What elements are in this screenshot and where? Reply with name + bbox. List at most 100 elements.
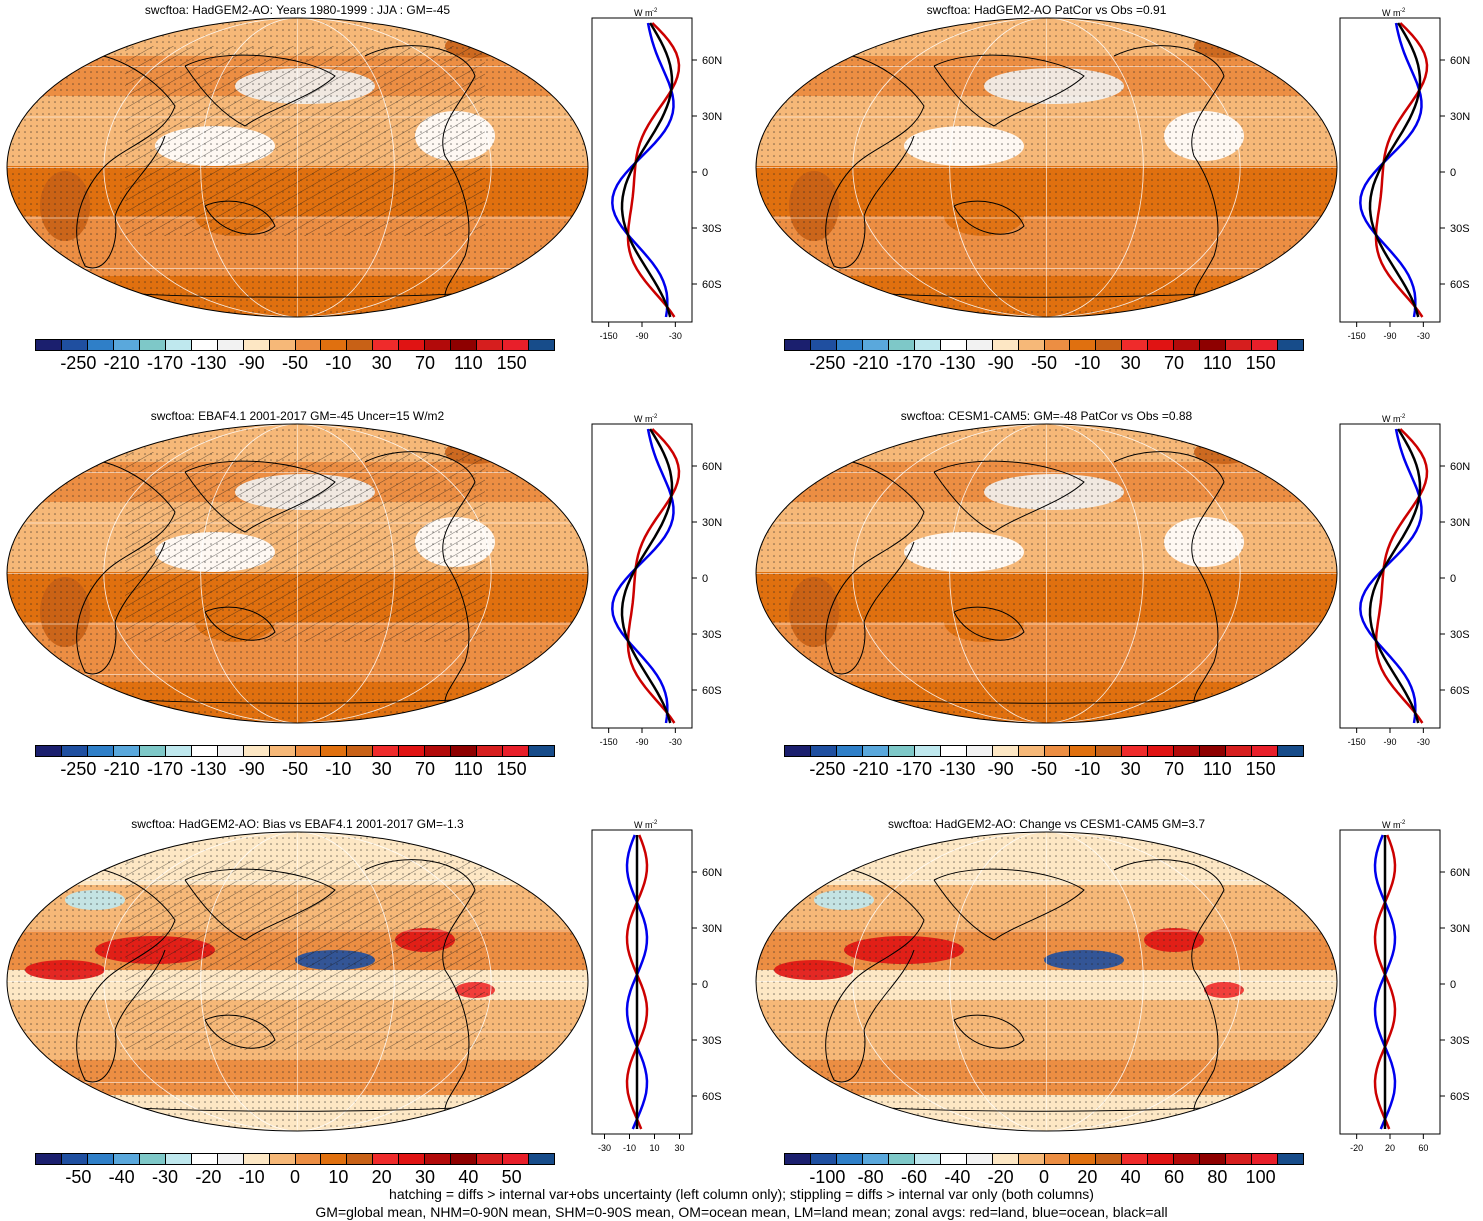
- colorbar-swatch: [347, 1154, 374, 1164]
- profile-lat-label: 60N: [702, 55, 722, 67]
- profile-line: [626, 428, 681, 724]
- colorbar-swatch: [217, 746, 244, 756]
- colorbar-swatch: [113, 1154, 140, 1164]
- colorbar-swatch: [1174, 340, 1201, 350]
- colorbar-swatch: [862, 746, 889, 756]
- profile-lat-label: 0: [1450, 979, 1456, 991]
- colorbar-label: -250: [809, 759, 846, 779]
- world-map: [6, 831, 589, 1132]
- colorbar-swatch: [451, 746, 478, 756]
- colorbar-label: 60: [1163, 1167, 1185, 1187]
- colorbar-swatch: [1252, 340, 1279, 350]
- colorbar-swatch: [113, 340, 140, 350]
- zonal-profile: W m -2 60N 30N 0 30S 60S -150 -90 -30: [1339, 414, 1470, 747]
- profile-line: [1374, 22, 1429, 318]
- profile-xtick-label: -150: [1348, 331, 1366, 341]
- colorbar-swatch: [425, 340, 452, 350]
- zonal-profile: W m -2 60N 30N 0 30S 60S -150 -90 -30: [1339, 8, 1470, 341]
- profile-xtick-label: -30: [1417, 737, 1430, 747]
- colorbar-swatch: [1122, 1154, 1149, 1164]
- colorbar-swatch: [529, 340, 555, 350]
- colorbar-label: -250: [809, 353, 846, 373]
- world-map: [755, 17, 1338, 318]
- profile-xtick-label: -90: [1383, 331, 1396, 341]
- colorbar-swatch: [269, 340, 296, 350]
- colorbar-swatch: [139, 1154, 166, 1164]
- colorbar-swatch: [36, 340, 62, 350]
- profile-unit-sup: -2: [1400, 414, 1406, 420]
- profile-xtick-label: -90: [635, 737, 648, 747]
- profile-lat-label: 60S: [1450, 279, 1470, 291]
- profile-line: [620, 428, 674, 724]
- colorbar-label: -50: [65, 1167, 92, 1187]
- profile-xtick-label: -150: [1348, 737, 1366, 747]
- profile-lat-label: 30S: [1450, 1035, 1470, 1047]
- colorbar-label: -30: [151, 1167, 179, 1187]
- profile-line: [625, 834, 649, 1130]
- colorbar-swatch: [1278, 340, 1304, 350]
- profile-lat-label: 60N: [702, 867, 722, 879]
- colorbar-label: -90: [987, 759, 1014, 779]
- colorbar-swatch: [87, 340, 114, 350]
- profile-lat-label: 60S: [702, 685, 722, 697]
- colorbar-swatch: [992, 746, 1019, 756]
- colorbar-label: 0: [1038, 1167, 1050, 1187]
- colorbar-label: -80: [857, 1167, 884, 1187]
- colorbar-label: 70: [414, 353, 436, 373]
- colorbar-swatch: [1200, 1154, 1227, 1164]
- colorbar-label: -90: [238, 759, 265, 779]
- colorbar-swatch: [217, 340, 244, 350]
- colorbar-swatch: [1252, 1154, 1279, 1164]
- colorbar-swatch: [1070, 746, 1097, 756]
- colorbar-swatch: [503, 746, 530, 756]
- colorbar-label: -40: [944, 1167, 971, 1187]
- profile-line: [1368, 428, 1422, 724]
- colorbar-swatch: [1070, 1154, 1097, 1164]
- colorbar-label: -10: [238, 1167, 265, 1187]
- colorbar-swatch: [1148, 746, 1175, 756]
- colorbar-swatch: [529, 746, 555, 756]
- colorbar-swatch: [1200, 746, 1227, 756]
- colorbar-swatch: [321, 746, 348, 756]
- colorbar-swatch: [243, 1154, 270, 1164]
- colorbar-swatch: [810, 746, 837, 756]
- profile-lat-label: 60S: [702, 1091, 722, 1103]
- colorbar-swatch: [966, 340, 993, 350]
- colorbar-label: 50: [501, 1167, 522, 1187]
- colorbar-swatch: [1044, 1154, 1071, 1164]
- map-title: swcftoa: EBAF4.1 2001-2017 GM=-45 Uncer=…: [150, 409, 445, 423]
- colorbar-swatch: [425, 1154, 452, 1164]
- profile-lat-label: 30N: [702, 923, 722, 935]
- zonal-profile: W m -2 60N 30N 0 30S 60S -20 20 60: [1339, 820, 1470, 1153]
- colorbar-swatch: [61, 746, 88, 756]
- profile-xtick-label: -10: [623, 1143, 636, 1153]
- colorbar-swatch: [295, 340, 322, 350]
- colorbar-swatch: [139, 340, 166, 350]
- profile-lat-label: 60S: [1450, 1091, 1470, 1103]
- colorbar-label: -60: [900, 1167, 928, 1187]
- profile-unit-sup: -2: [652, 820, 658, 826]
- profile-lat-label: 30S: [1450, 629, 1470, 641]
- profile-xtick-label: -20: [1350, 1143, 1363, 1153]
- colorbar-swatch: [61, 340, 88, 350]
- colorbar-label: -170: [895, 759, 933, 779]
- colorbar-label: -10: [1074, 759, 1101, 779]
- profile-lat-label: 30N: [1450, 111, 1470, 123]
- colorbar-swatch: [191, 340, 218, 350]
- colorbar-label: 40: [458, 1167, 479, 1187]
- colorbar-swatch: [940, 746, 967, 756]
- colorbar-label: -250: [60, 759, 97, 779]
- colorbar-label: 110: [1202, 353, 1232, 373]
- profile-xtick-label: -30: [598, 1143, 611, 1153]
- colorbar-swatch: [1226, 746, 1253, 756]
- colorbar-label: 100: [1245, 1167, 1276, 1187]
- colorbar-swatch: [87, 746, 114, 756]
- colorbar-swatch: [295, 1154, 322, 1164]
- profile-unit: W m: [634, 414, 653, 424]
- colorbar-swatch: [399, 1154, 426, 1164]
- profile-lat-label: 0: [702, 573, 708, 585]
- colorbar-label: -40: [108, 1167, 135, 1187]
- colorbar-label: 150: [1245, 759, 1276, 779]
- profile-lat-label: 60N: [702, 461, 722, 473]
- world-map: [755, 423, 1338, 724]
